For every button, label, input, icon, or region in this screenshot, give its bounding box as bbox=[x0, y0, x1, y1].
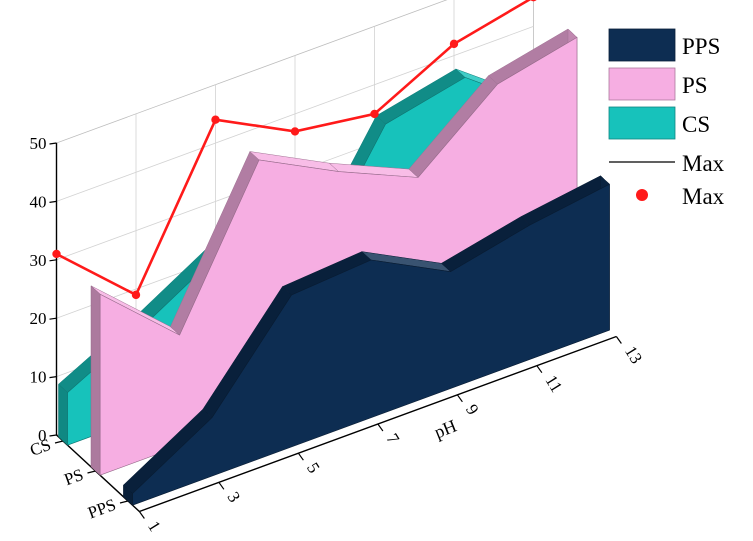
x-tick-label: 1 bbox=[144, 518, 165, 535]
max-marker bbox=[52, 249, 61, 259]
max-marker bbox=[290, 127, 300, 136]
max-marker bbox=[131, 290, 141, 300]
z-tick-label: 10 bbox=[30, 368, 47, 387]
x-tick-label: 3 bbox=[223, 488, 244, 505]
x-axis-title: pH bbox=[431, 416, 459, 443]
legend-item: Max bbox=[609, 151, 725, 176]
z-tick-label: 0 bbox=[38, 426, 47, 445]
y-tick-label: CS bbox=[27, 435, 53, 460]
z-tick bbox=[49, 376, 57, 379]
legend-label: PPS bbox=[682, 34, 720, 59]
x-tick bbox=[377, 423, 384, 432]
max-marker bbox=[211, 115, 220, 124]
area-pps bbox=[123, 175, 610, 506]
x-tick-label: 13 bbox=[621, 343, 646, 367]
area-start-cap bbox=[58, 383, 68, 446]
z-tick bbox=[49, 200, 57, 203]
y-tick-label: PPS bbox=[85, 495, 118, 523]
legend-label: PS bbox=[682, 73, 708, 98]
axes bbox=[49, 142, 622, 519]
x-tick bbox=[536, 365, 543, 374]
x-tick-label: 11 bbox=[541, 372, 566, 396]
legend-swatch bbox=[608, 67, 676, 101]
area-face bbox=[99, 36, 578, 476]
legend-label: CS bbox=[682, 112, 710, 137]
area-face bbox=[132, 183, 610, 506]
legend-item: PPS bbox=[608, 28, 720, 62]
x-tick bbox=[456, 394, 463, 403]
area-start-cap bbox=[90, 285, 101, 476]
area-start-cap bbox=[123, 484, 133, 506]
legend-label: Max bbox=[682, 184, 725, 209]
legend-item: PS bbox=[608, 67, 708, 101]
legend-item: Max bbox=[636, 184, 725, 209]
area-ps bbox=[90, 28, 578, 476]
max-marker bbox=[530, 0, 537, 2]
z-tick bbox=[49, 317, 57, 320]
legend-item: CS bbox=[608, 106, 710, 140]
z-tick-label: 50 bbox=[30, 134, 47, 153]
legend: PPS PS CS Max Max bbox=[608, 28, 725, 209]
z-tick-label: 30 bbox=[30, 251, 47, 270]
y-tick bbox=[54, 440, 64, 444]
y-tick bbox=[87, 470, 96, 474]
max-marker bbox=[449, 39, 459, 49]
series-layer bbox=[58, 28, 610, 506]
z-tick-label: 20 bbox=[30, 309, 47, 328]
legend-swatch bbox=[608, 28, 676, 62]
x-tick bbox=[297, 452, 304, 461]
x-tick bbox=[615, 336, 622, 344]
x-tick bbox=[218, 481, 225, 490]
x-tick-label: 5 bbox=[303, 459, 324, 476]
z-tick bbox=[49, 259, 57, 262]
x-tick bbox=[138, 511, 145, 519]
z-tick bbox=[49, 142, 57, 145]
y-tick-label: PS bbox=[62, 465, 86, 489]
max-marker bbox=[370, 109, 379, 119]
legend-swatch bbox=[608, 106, 676, 140]
legend-label: Max bbox=[682, 151, 725, 176]
y-tick bbox=[119, 500, 129, 504]
x-tick-label: 9 bbox=[462, 401, 483, 418]
max-series bbox=[52, 0, 537, 300]
x-tick-label: 7 bbox=[382, 430, 403, 448]
z-tick-label: 40 bbox=[30, 192, 47, 211]
z-tick bbox=[49, 434, 57, 437]
legend-marker-swatch bbox=[636, 189, 648, 201]
